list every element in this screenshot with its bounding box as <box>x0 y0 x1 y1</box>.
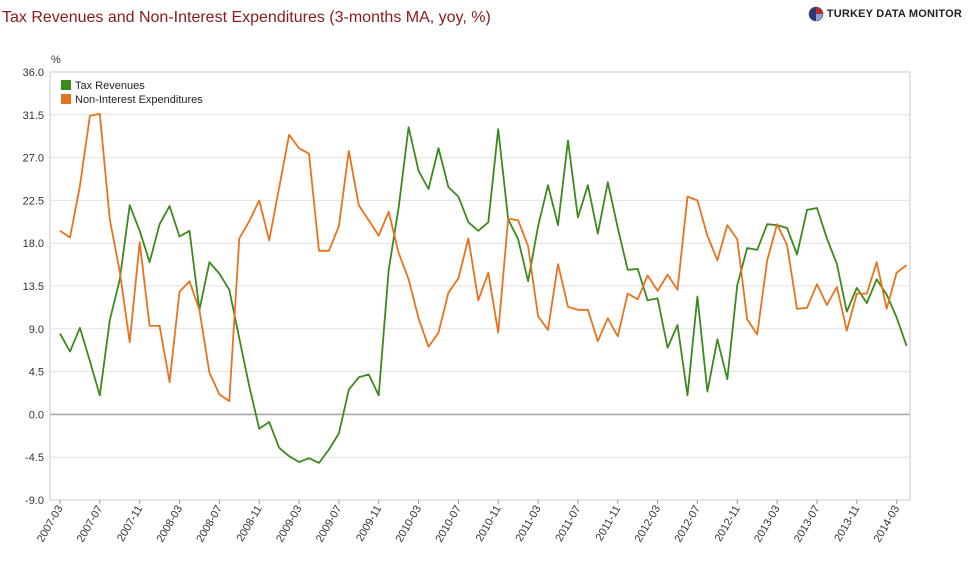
x-tick-label: 2009-11 <box>354 504 384 544</box>
x-tick-label: 2012-07 <box>672 504 703 545</box>
y-tick-label: 13.5 <box>23 281 44 293</box>
x-tick-label: 2009-03 <box>274 504 305 545</box>
y-axis-ticks: 36.0 31.5 27.0 22.5 18.0 13.5 9.0 4.5 0.0 -4.5 -9.… <box>23 67 44 507</box>
y-tick-label: -4.5 <box>25 452 44 464</box>
x-tick-label: 2012-03 <box>633 504 664 545</box>
x-tick-label: 2007-07 <box>75 504 106 545</box>
x-tick-label: 2010-11 <box>474 504 504 544</box>
brand-logo: TURKEY DATA MONITOR <box>808 6 962 22</box>
globe-icon <box>808 6 824 22</box>
y-tick-label: 22.5 <box>23 195 44 207</box>
chart-title: Tax Revenues and Non-Interest Expenditur… <box>2 9 491 26</box>
brand-logo-text: TURKEY DATA MONITOR <box>826 8 962 20</box>
legend-swatch <box>61 80 71 90</box>
x-tick-label: 2011-07 <box>553 504 583 544</box>
x-tick-label: 2012-11 <box>713 504 743 544</box>
y-tick-label: 36.0 <box>23 67 44 79</box>
x-tick-label: 2011-11 <box>594 504 624 544</box>
y-tick-label: 4.5 <box>29 367 44 379</box>
x-tick-label: 2014-03 <box>872 504 903 545</box>
series-line-tax-revenues <box>59 126 908 464</box>
x-tick-label: 2011-03 <box>514 504 544 544</box>
x-tick-label: 2010-03 <box>394 504 425 545</box>
x-tick-label: 2008-11 <box>235 504 265 544</box>
series-line-non-interest-expenditures <box>59 112 908 403</box>
y-tick-label: -9.0 <box>25 495 44 507</box>
x-tick-label: 2008-03 <box>155 504 186 545</box>
legend-swatch <box>61 94 71 104</box>
x-tick-label: 2013-11 <box>832 504 862 544</box>
y-tick-label: 0.0 <box>29 409 44 421</box>
plot-area <box>59 112 908 464</box>
legend: Tax Revenues Non-Interest Expenditures <box>61 80 203 106</box>
legend-label: Tax Revenues <box>75 80 145 92</box>
x-tick-label: 2007-11 <box>115 504 145 544</box>
x-tick-label: 2007-03 <box>35 504 66 545</box>
x-tick-label: 2013-03 <box>752 504 783 545</box>
x-tick-label: 2009-07 <box>314 504 345 545</box>
x-axis-ticks: 2007-03 2007-07 2007-11 2008-03 2008-07 2008-… <box>35 500 902 544</box>
y-tick-label: 31.5 <box>23 110 44 122</box>
x-tick-label: 2010-07 <box>433 504 464 545</box>
x-tick-label: 2008-07 <box>194 504 225 545</box>
grid-lines <box>49 71 911 501</box>
y-axis-label: % <box>51 54 61 66</box>
y-tick-label: 9.0 <box>29 324 44 336</box>
x-tick-label: 2013-07 <box>792 504 823 545</box>
plot-frame <box>49 71 911 501</box>
y-tick-label: 18.0 <box>23 238 44 250</box>
y-tick-label: 27.0 <box>23 153 44 165</box>
legend-label: Non-Interest Expenditures <box>75 94 203 106</box>
